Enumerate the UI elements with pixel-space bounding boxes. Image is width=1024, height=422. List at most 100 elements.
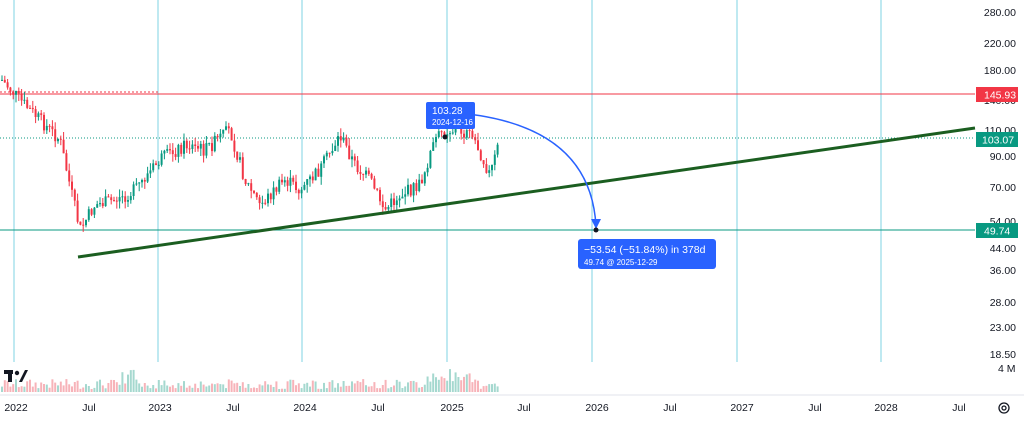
candle-body [359,172,362,174]
volume-bar [160,385,163,392]
volume-bar [250,388,253,392]
volume-bar [356,380,359,392]
volume-bar [169,386,171,392]
volume-bar [1,386,3,392]
start-date-text: 2024-12-16 [432,118,473,127]
resistance-price-tag [976,87,1018,102]
candle-body [390,198,393,207]
volume-bar [272,387,275,392]
volume-bar [185,387,188,392]
candle-body [163,150,166,154]
candle-body [216,135,219,138]
time-tick-label: Jul [371,402,384,414]
candle-body [155,163,157,165]
volume-bar [211,383,213,392]
volume-bar [348,385,351,392]
candle-body [3,79,6,83]
candle-body [146,173,149,182]
candle-body [454,127,457,133]
candle-body [191,144,194,149]
volume-bar [87,386,90,392]
candle-body [258,197,261,204]
candle-body [449,133,451,135]
candle-body [418,179,421,191]
candle-body [51,126,54,130]
time-tick-label: 2028 [874,402,898,414]
tradingview-logo-icon [4,370,28,382]
time-tick-label: Jul [82,402,95,414]
projection-box[interactable] [578,239,716,269]
candle-body [138,182,141,184]
candle-body [62,139,65,154]
candle-body [101,203,104,207]
candle-body [435,137,437,143]
trendline[interactable] [77,126,976,259]
start-price-box[interactable] [426,102,475,129]
time-tick-label: 2026 [585,402,609,414]
candle-body [275,187,278,192]
volume-bar [76,380,79,392]
candle-body [292,177,295,182]
volume-bar [227,379,230,392]
price-tick-label: 70.00 [990,182,1016,194]
volume-bar [474,379,477,392]
candle-body [113,200,115,202]
candle-body [267,193,269,204]
candle-body [269,193,272,200]
volume-bar [96,381,99,392]
volume-bar [26,381,29,392]
volume-bar [258,384,261,392]
candle-body [423,172,426,184]
candle-body [345,137,348,146]
settings-gear-icon[interactable] [996,400,1012,416]
volume-bar [208,385,211,392]
volume-bar [216,383,219,392]
volume-bar [376,388,379,392]
candle-body [412,183,415,196]
candle-body [432,142,435,151]
volume-bar [409,381,412,392]
candle-body [283,180,286,183]
candle-body [404,194,407,197]
candle-body [365,170,367,175]
volume-bar [297,383,300,392]
volume-bar [468,373,471,392]
volume-tick-label: 4 M [998,363,1016,375]
candle-body [426,167,429,173]
projection-end-dot [593,227,599,233]
volume-bar [205,386,208,392]
volume-bar [415,382,418,392]
volume-bar [247,384,250,392]
candle-body [393,198,395,205]
volume-bar [485,385,488,392]
volume-bar [289,379,292,392]
candle-body [496,144,499,155]
volume-bar [323,382,325,392]
projection-change-text: −53.54 (−51.84%) in 378d [584,244,706,256]
volume-bar [381,385,384,392]
volume-bar [353,383,356,392]
candle-body [236,151,239,160]
candle-body [90,209,93,215]
volume-bar [241,382,244,392]
volume-bar [149,388,152,392]
volume-bar [51,379,54,392]
price-tick-label: 280.00 [984,7,1016,19]
volume-bar [488,384,491,392]
volume-bar [465,374,468,392]
volume-bar [191,387,194,392]
volume-bar [421,387,423,392]
volume-bar [437,379,440,392]
projection-arrow[interactable] [444,111,597,227]
time-axis[interactable]: 2022 Jul 2023 Jul 2024 Jul 2025 Jul 2026 Jul 2027 J… [4,402,965,414]
volume-bar [496,386,499,392]
volume-bar [54,382,57,392]
time-tick-label: Jul [952,402,965,414]
volume-bar [365,385,367,392]
candle-body [157,164,160,166]
candle-body [9,87,12,92]
candle-body [300,189,303,194]
candle-body [180,144,183,154]
